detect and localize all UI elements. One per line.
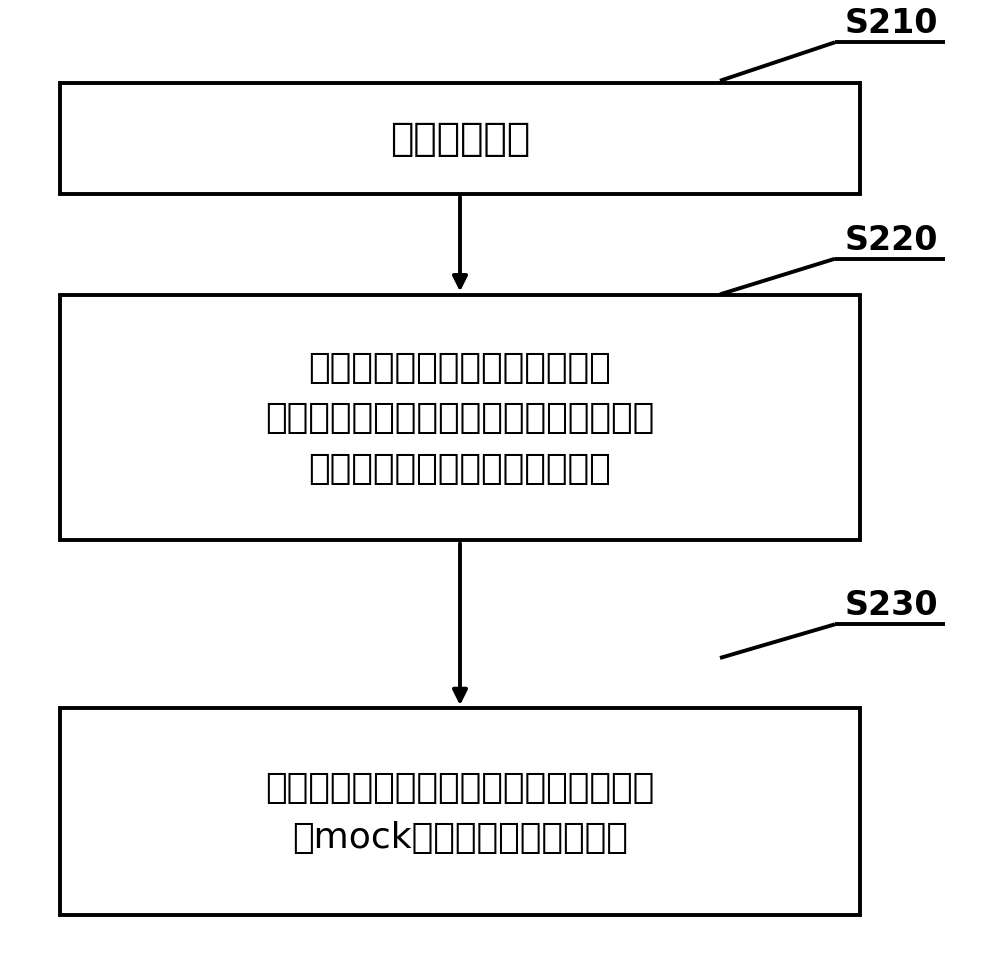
Text: 获取第一数据: 获取第一数据 — [390, 120, 530, 159]
Bar — [60, 296, 860, 541]
Text: 执行初始测试案例，并对初始测试案例进
行mock，以生成单元测试案例: 执行初始测试案例，并对初始测试案例进 行mock，以生成单元测试案例 — [265, 770, 655, 854]
Text: S210: S210 — [845, 8, 938, 40]
Text: S220: S220 — [845, 224, 938, 257]
Text: S230: S230 — [845, 589, 939, 622]
Bar — [60, 709, 860, 915]
Bar — [60, 85, 860, 194]
Text: 将预设的案例模板中的部分字段
替换成第一数据，得到初始测试案例，部
分字段包括带有替换标记的字段: 将预设的案例模板中的部分字段 替换成第一数据，得到初始测试案例，部 分字段包括带… — [265, 351, 655, 485]
